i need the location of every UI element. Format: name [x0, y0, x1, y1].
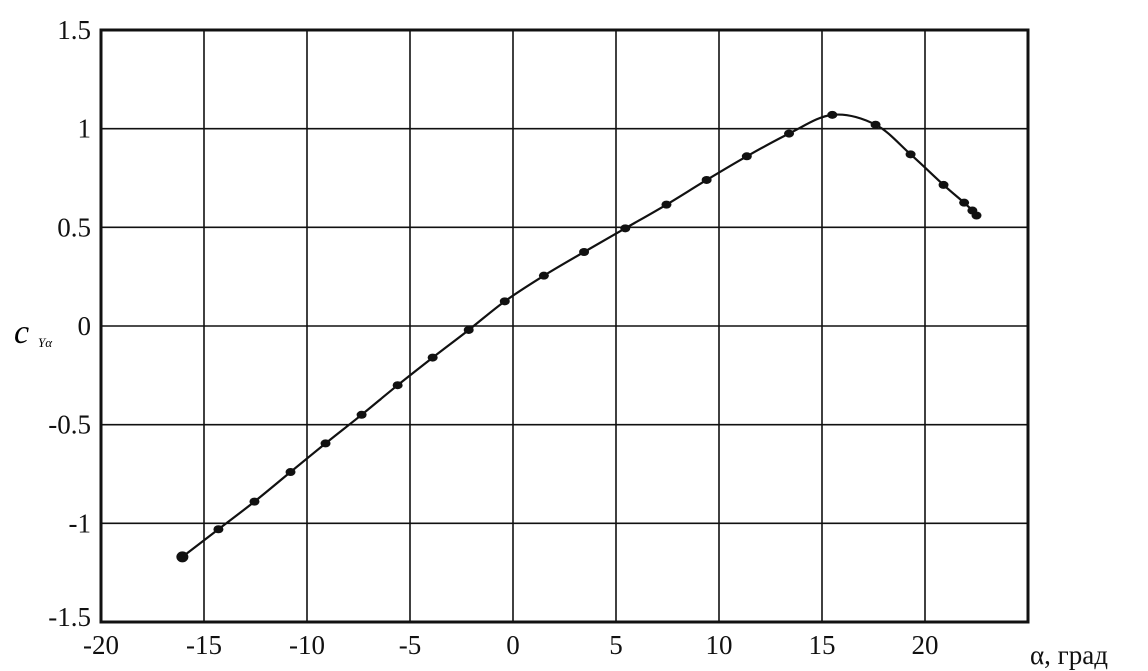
x-tick-label: 15 [809, 630, 836, 660]
data-point [176, 551, 189, 563]
x-tick-label: -15 [186, 630, 222, 660]
data-point [971, 211, 982, 220]
data-point [579, 248, 590, 256]
y-tick-label: 0.5 [57, 212, 91, 242]
data-point [427, 353, 438, 362]
y-axis-label-subscript: Yα [38, 335, 53, 350]
data-point [938, 180, 949, 189]
data-point [741, 152, 752, 161]
y-tick-label: -1.5 [48, 602, 91, 632]
data-point [784, 129, 795, 138]
data-point [538, 271, 549, 280]
grid [99, 28, 1030, 624]
data-point [959, 198, 970, 207]
y-tick-label: 1.5 [57, 15, 91, 45]
data-points [176, 110, 982, 563]
series-line [181, 113, 978, 558]
data-point [701, 175, 712, 184]
x-tick-label: -5 [399, 630, 422, 660]
x-tick-label: 5 [609, 630, 623, 660]
y-axis-label: c [14, 314, 29, 351]
x-tick-label: 20 [912, 630, 939, 660]
x-tick-label: 0 [506, 630, 520, 660]
x-tick-label: -20 [83, 630, 119, 660]
tick-labels: -20 -15 -10 -5 0 5 10 15 20 1.5 1 0.5 0 -0.5 -1 -1.5 [48, 15, 938, 660]
data-point [827, 110, 838, 119]
x-tick-label: -10 [289, 630, 325, 660]
data-point [463, 325, 474, 334]
y-tick-label: 0 [78, 311, 92, 341]
x-axis-label: α, град [1030, 640, 1108, 670]
data-point [356, 410, 367, 419]
data-point [661, 200, 672, 209]
x-tick-label: 10 [706, 630, 733, 660]
data-point [620, 224, 631, 233]
data-point [320, 439, 331, 448]
data-point [499, 297, 510, 306]
data-point [870, 120, 881, 129]
data-point [213, 525, 224, 534]
data-point [392, 381, 403, 390]
plot-frame [99, 28, 1030, 624]
y-tick-label: 1 [78, 114, 92, 144]
y-tick-label: -1 [69, 508, 92, 538]
data-point [905, 150, 916, 159]
data-point [249, 497, 260, 506]
y-tick-label: -0.5 [48, 410, 91, 440]
data-point [285, 468, 296, 477]
